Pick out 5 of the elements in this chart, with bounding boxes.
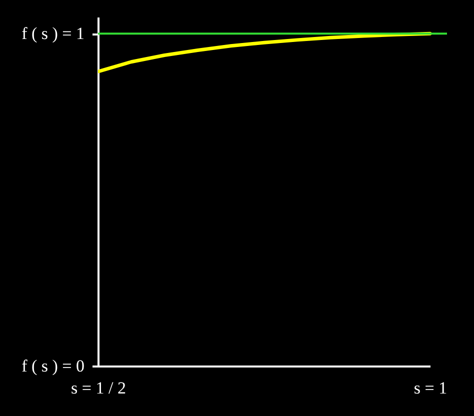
y-tick-label: f ( s ) = 1 bbox=[22, 24, 84, 44]
x-tick-label: s = 1 / 2 bbox=[71, 378, 126, 398]
y-tick-label: f ( s ) = 0 bbox=[22, 356, 84, 376]
x-tick-label: s = 1 bbox=[414, 378, 448, 398]
line-series bbox=[98, 32, 432, 74]
